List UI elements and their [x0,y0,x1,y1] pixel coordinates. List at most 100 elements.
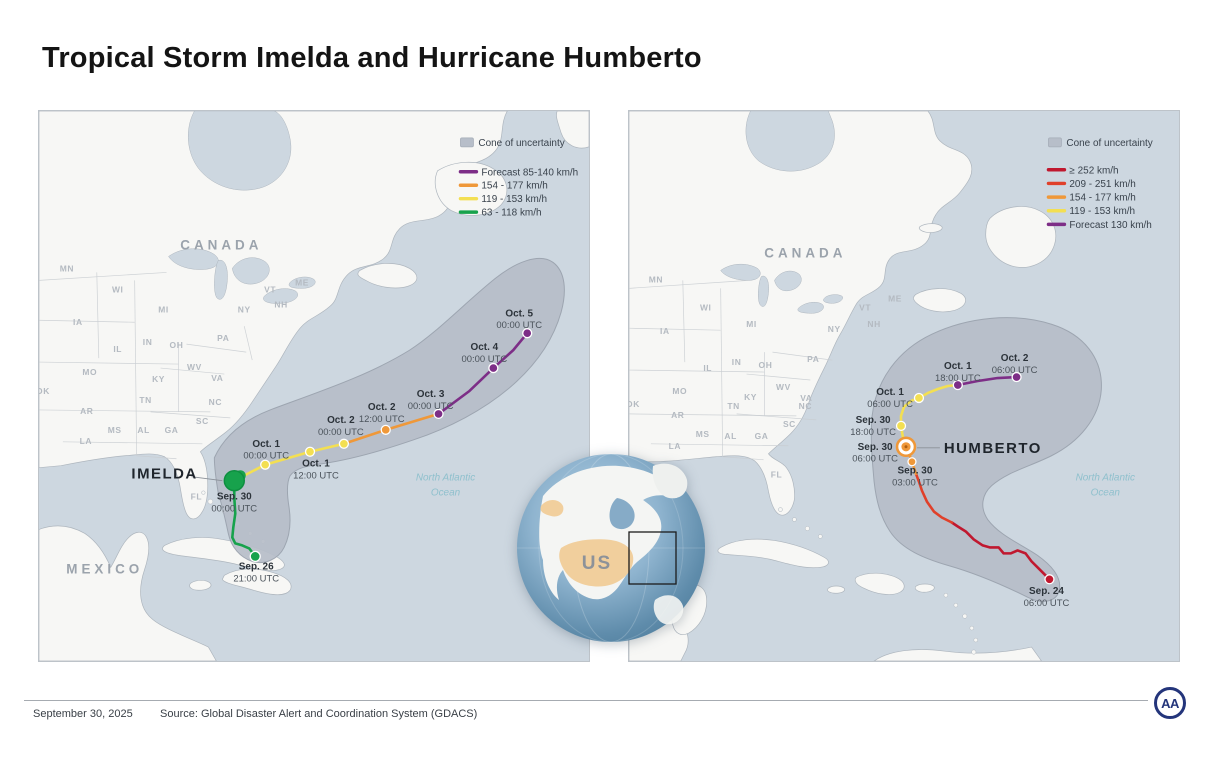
state-label: ME [295,277,309,287]
track-point-time: 06:00 UTC [1024,598,1070,609]
state-label: NY [828,324,841,334]
globe-us-label: US [582,553,612,574]
aa-logo-circle [1154,687,1186,719]
state-label: WI [700,302,712,312]
track-point [522,328,533,339]
track-point [380,424,391,435]
state-label: FL [771,470,783,480]
state-border [39,319,135,323]
footer-source: Source: Global Disaster Alert and Coordi… [160,708,478,720]
legend-item-label: 119 - 153 km/h [481,194,547,205]
current-position-marker [223,469,246,492]
state-border [736,413,817,421]
island [969,625,974,631]
state-label: AR [671,410,684,420]
track-point-time: 03:00 UTC [892,478,938,489]
state-border [62,441,203,445]
ocean-label: Ocean [1091,488,1121,499]
track-point-date: Sep. 30 [898,466,933,477]
state-label: AR [80,406,93,416]
state-label: VT [859,302,871,312]
humberto-map-svg: CANADA MN WI MI IA IL IN OH PA NY VT NH ME MO KY WV VA TN… [629,111,1179,661]
track-point [952,379,963,391]
legend-cone-swatch [1048,137,1062,148]
imelda-map-svg: CANADA MEXICO MN WI MI IA IL IN OH PA NY VT NH ME MO KY… [39,111,589,661]
track-point-date: Oct. 5 [505,308,533,319]
lake [797,301,824,314]
landmass [985,206,1057,268]
state-label: OH [170,340,184,350]
track-point-time: 00:00 UTC [408,401,454,412]
state-label: AL [724,431,736,441]
cone-of-uncertainty [213,258,565,564]
globe-south-america [653,595,684,625]
state-label: OH [759,360,773,370]
track-point-date: Oct. 1 [252,439,280,450]
track-segment-red [914,472,954,524]
region-label: MEXICO [66,561,143,576]
legend-item-label: ≥ 252 km/h [1069,165,1118,176]
state-border [650,443,789,447]
landmass [918,223,943,233]
globe-inset: US [515,452,707,644]
state-border [629,327,721,331]
state-label: IN [143,337,153,347]
state-label: NY [238,304,251,314]
island [818,534,823,539]
legend-item-label: 63 - 118 km/h [481,208,541,219]
island [962,613,968,619]
aa-logo-svg: AA [1154,687,1186,719]
state-label: TN [139,395,151,405]
landmass [39,525,217,661]
globe-us-shape [559,539,634,587]
aa-logo: AA [1146,680,1194,728]
lake [232,257,270,285]
storm-name-label: IMELDA [131,466,197,483]
state-label: KY [744,392,757,402]
state-border [722,456,764,461]
globe-greenland [652,463,688,499]
track-point-time: 00:00 UTC [318,427,364,438]
state-label: MN [60,263,74,273]
track-point-date: Oct. 1 [944,361,972,372]
state-border [39,409,211,413]
track-segment-dark_red [950,521,1051,581]
state-label: VA [800,393,812,403]
ocean-label: North Atlantic [416,473,475,484]
state-label: OK [629,399,640,409]
track-point [338,438,350,449]
state-label: IN [732,357,742,367]
legend-item-label: 154 - 177 km/h [481,181,547,192]
island [971,649,977,655]
globe-meridian [538,453,684,643]
lake [720,263,761,281]
track-point [249,550,261,563]
legend-item-label: Forecast 85-140 km/h [481,167,578,178]
globe-hudson-bay [609,498,635,530]
storm-name-label: HUMBERTO [944,440,1042,457]
ocean-label: North Atlantic [1076,473,1135,484]
track-point-time: 00:00 UTC [496,320,542,331]
track-point-time: 06:00 UTC [852,454,898,465]
track-point-date: Oct. 1 [302,459,330,470]
map-panel-humberto: CANADA MN WI MI IA IL IN OH PA NY VT NH ME MO KY WV VA TN… [628,110,1180,662]
legend-cone-label: Cone of uncertainty [1066,138,1152,149]
track-point-date: Sep. 24 [1029,586,1064,597]
state-border [186,343,247,353]
state-border [160,367,225,375]
landmass [189,579,212,591]
track-point [260,459,271,470]
state-label: PA [217,333,229,343]
track-point [304,446,316,457]
state-border [629,413,797,417]
current-position-marker [904,445,908,449]
landmass [827,585,845,594]
state-label: PA [807,354,819,364]
state-label: ME [888,293,902,303]
lake [263,288,298,304]
landmass [221,568,292,596]
region-label: CANADA [764,245,846,260]
island [201,490,206,495]
lake [214,259,228,300]
state-label: MI [158,304,169,314]
